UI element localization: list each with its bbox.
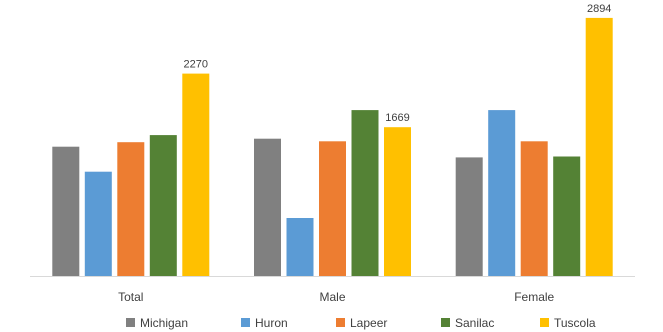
bar-sanilac-total [149,135,177,276]
category-label-total: Total [118,290,143,304]
bar-michigan-male [254,138,281,276]
bar-lapeer-female [520,141,548,276]
bar-huron-total [84,171,112,276]
bar-michigan-total [52,146,80,276]
data-label-tuscola-female: 2894 [587,3,611,15]
category-label-female: Female [514,290,554,304]
legend-label-huron: Huron [255,316,288,330]
legend-label-sanilac: Sanilac [455,316,494,330]
legend-swatch-lapeer [336,318,345,327]
category-label-male: Male [319,290,345,304]
legend-swatch-sanilac [441,318,450,327]
bar-tuscola-male [384,127,411,276]
bar-sanilac-female [553,156,581,276]
data-label-tuscola-male: 1669 [385,112,409,124]
bar-tuscola-female [585,17,613,277]
legend-label-michigan: Michigan [140,316,188,330]
bar-huron-female [488,110,516,276]
data-label-tuscola-total: 2270 [184,59,208,71]
legend-swatch-huron [241,318,250,327]
legend-label-tuscola: Tuscola [554,316,596,330]
bar-michigan-female [455,157,483,276]
legend-swatch-tuscola [540,318,549,327]
bar-tuscola-total [182,73,210,276]
legend-label-lapeer: Lapeer [350,316,387,330]
category-labels: Total Male Female [118,290,554,304]
bar-huron-male [286,218,314,276]
data-labels: 2270 1669 2894 [184,3,612,124]
bar-lapeer-male [319,141,346,276]
legend: Michigan Huron Lapeer Sanilac Tuscola [126,316,596,330]
bar-sanilac-male [351,110,379,276]
bar-lapeer-total [117,142,145,276]
bars-group [52,17,613,277]
legend-swatch-michigan [126,318,135,327]
